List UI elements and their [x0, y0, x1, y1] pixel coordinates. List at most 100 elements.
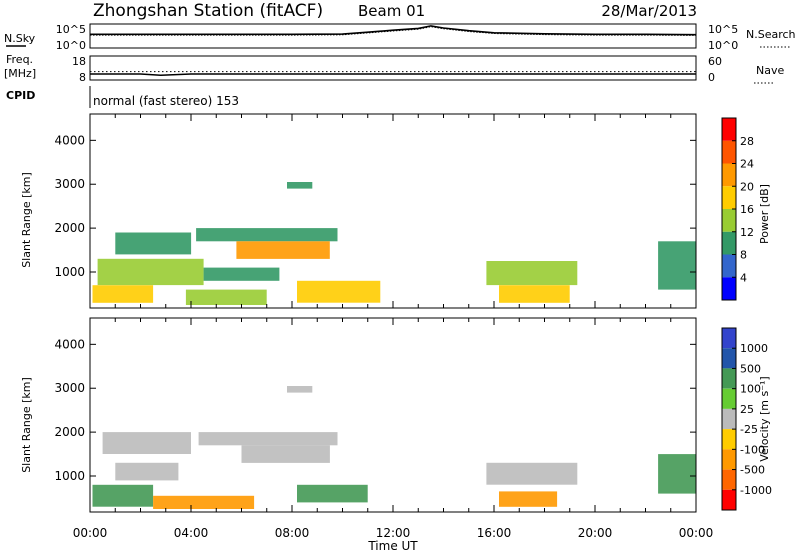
nsearch-tick-bottom: 10^0 — [708, 39, 738, 52]
nsky-tick-bottom: 10^0 — [56, 39, 86, 52]
mhz-label: [MHz] — [4, 67, 36, 80]
cpid-mode: normal (fast stereo) 153 — [93, 94, 239, 108]
velocity-axes: 1000 2000 3000 4000 — [54, 318, 697, 512]
velocity-colorbar-segment — [722, 408, 736, 430]
velocity-colorbar-segment — [722, 388, 736, 409]
power-echo-region — [486, 261, 578, 286]
velocity-y-tick-label: 3000 — [54, 381, 85, 395]
velocity-colorbar-tick-label: 100 — [740, 383, 761, 396]
x-tick-label: 20:00 — [578, 526, 613, 540]
power-colorbar-tick-label: 24 — [740, 158, 754, 171]
beam-label: Beam 01 — [358, 2, 425, 20]
power-colorbar-segment — [722, 209, 736, 232]
power-y-tick-label: 2000 — [54, 221, 85, 235]
velocity-colorbar-tick-label: 1000 — [740, 342, 768, 355]
velocity-colorbar-frame — [721, 327, 737, 511]
power-colorbar-segment — [722, 140, 736, 164]
velocity-colorbar-segment — [722, 449, 736, 470]
velocity-colorbar-tick-label: 25 — [740, 403, 754, 416]
power-colorbar-tick-label: 16 — [740, 203, 754, 216]
power-colorbar-segment — [722, 231, 736, 255]
freq-tick-top: 18 — [72, 55, 86, 68]
velocity-colorbar-tick-label: -1000 — [740, 484, 772, 497]
power-ylabel: Slant Range [km] — [20, 172, 33, 268]
velocity-echo-region — [486, 462, 578, 485]
velocity-echo-region — [92, 484, 154, 507]
power-echo-region — [658, 241, 696, 290]
nsearch-label: N.Search — [746, 28, 796, 41]
velocity-colorbar-label: Velocity [m s⁻¹] — [758, 376, 771, 461]
power-heatmap — [92, 182, 696, 305]
velocity-echo-region — [102, 432, 191, 454]
velocity-colorbar: 1000 500 100 25 -25 -100 -500 -1000 — [721, 327, 772, 511]
velocity-y-tick-label: 1000 — [54, 469, 85, 483]
freq-strip-frame — [89, 55, 697, 81]
power-colorbar-segment — [722, 277, 736, 301]
velocity-echo-region — [499, 491, 558, 507]
time-axis-title: Time UT — [367, 539, 418, 553]
station-title: Zhongshan Station (fitACF) — [93, 1, 323, 21]
freq-series-0 — [90, 73, 696, 76]
power-echo-region — [287, 182, 313, 189]
nsky-label: N.Sky — [4, 32, 36, 45]
power-echo-region — [92, 285, 154, 303]
velocity-colorbar-segment — [722, 469, 736, 490]
velocity-colorbar-segment — [722, 348, 736, 369]
x-tick-label: 04:00 — [174, 526, 209, 540]
velocity-echo-region — [297, 484, 368, 503]
nsky-tick-top: 10^5 — [56, 23, 86, 36]
power-echo-region — [297, 280, 381, 303]
velocity-colorbar-segment — [722, 368, 736, 389]
power-echo-region — [97, 258, 204, 286]
date-label: 28/Mar/2013 — [601, 2, 697, 20]
power-colorbar-segment — [722, 254, 736, 278]
power-colorbar-label: Power [dB] — [758, 184, 771, 244]
power-colorbar-segment — [722, 163, 736, 187]
x-tick-label: 12:00 — [376, 526, 411, 540]
velocity-echo-region — [115, 462, 179, 481]
nsearch-series-0 — [90, 26, 697, 36]
velocity-echo-region — [198, 432, 338, 446]
power-echo-region — [185, 289, 267, 305]
nsearch-tick-top: 10^5 — [708, 23, 738, 36]
velocity-panel-frame — [89, 317, 697, 513]
velocity-echo-region — [287, 386, 313, 393]
velocity-colorbar-tick-label: -100 — [740, 443, 765, 456]
velocity-heatmap — [92, 386, 696, 509]
power-colorbar-tick-label: 8 — [740, 249, 747, 262]
x-tick-label: 16:00 — [477, 526, 512, 540]
velocity-colorbar-tick-label: -25 — [740, 423, 758, 436]
power-colorbar-segment — [722, 118, 736, 141]
velocity-colorbar-segment — [722, 489, 736, 510]
velocity-echo-region — [658, 454, 696, 494]
x-tick-label: 08:00 — [275, 526, 310, 540]
time-axis-labels: 00:00 04:00 08:00 12:00 16:00 20:00 00:00 — [73, 526, 714, 540]
cpid-label: CPID — [6, 89, 35, 102]
power-colorbar-tick-label: 20 — [740, 180, 754, 193]
velocity-colorbar-segment — [722, 328, 736, 349]
power-y-tick-label: 1000 — [54, 265, 85, 279]
velocity-ylabel: Slant Range [km] — [20, 377, 33, 473]
power-echo-region — [196, 228, 338, 242]
power-colorbar-tick-label: 28 — [740, 135, 754, 148]
freq-label: Freq. — [6, 53, 33, 66]
freq-scatter-plot — [90, 71, 696, 76]
velocity-colorbar-tick-label: 500 — [740, 362, 761, 375]
power-echo-region — [499, 285, 570, 303]
velocity-y-tick-label: 2000 — [54, 425, 85, 439]
nsky-line-plot — [90, 25, 697, 36]
power-echo-region — [115, 232, 192, 255]
nave-label: Nave — [756, 64, 784, 77]
power-y-tick-label: 3000 — [54, 177, 85, 191]
nsky-series-0 — [90, 25, 697, 36]
power-colorbar: 28 24 20 16 12 8 4 — [721, 117, 754, 301]
power-echo-region — [203, 267, 280, 281]
velocity-echo-region — [241, 445, 330, 463]
power-y-tick-label: 4000 — [54, 133, 85, 147]
power-axes: 1000 2000 3000 4000 — [54, 114, 697, 308]
power-colorbar-tick-label: 4 — [740, 271, 747, 284]
x-tick-label: 00:00 — [73, 526, 108, 540]
power-colorbar-tick-label: 12 — [740, 226, 754, 239]
nave-tick-top: 60 — [708, 55, 722, 68]
